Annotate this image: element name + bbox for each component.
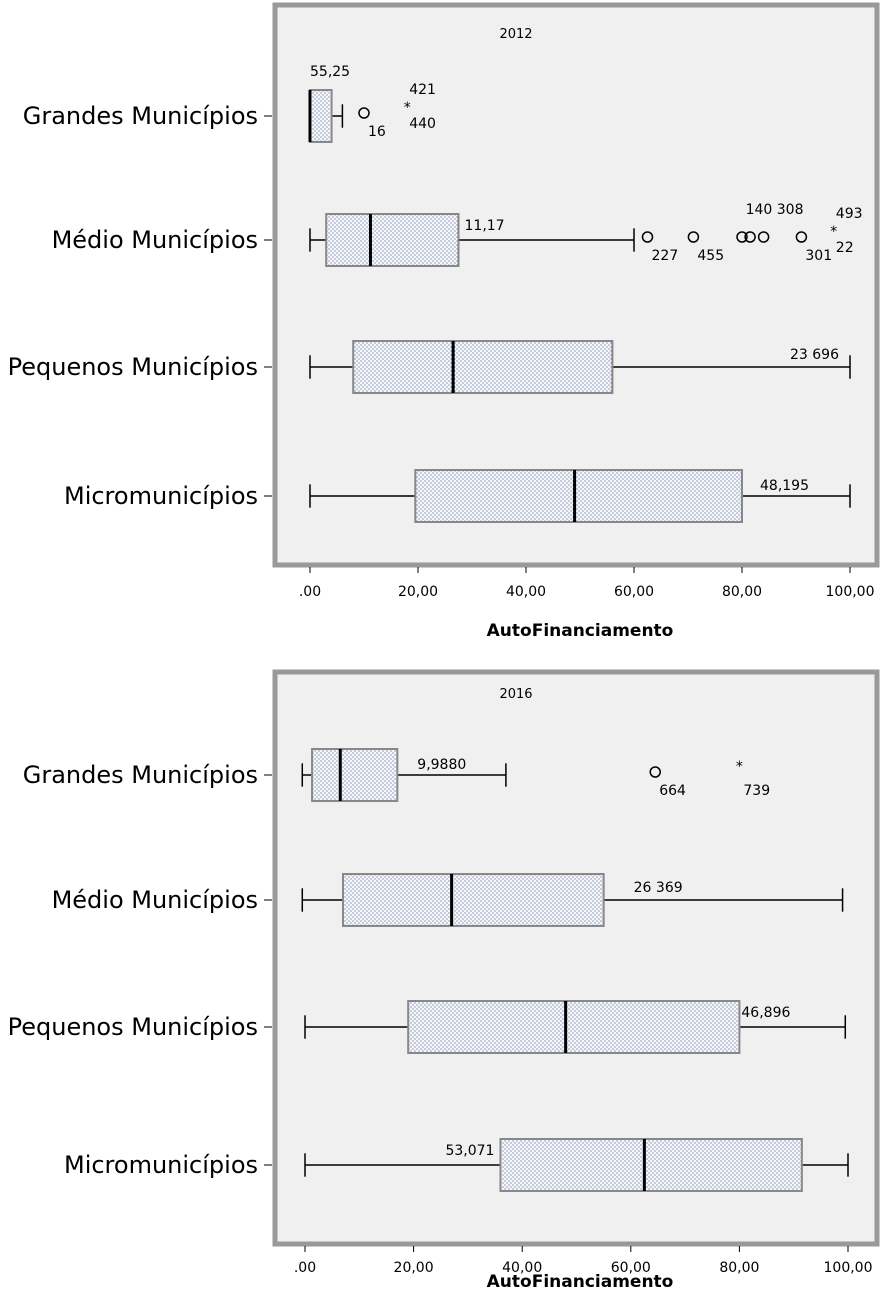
box-iqr bbox=[342, 873, 605, 927]
category-label: Médio Municípios bbox=[52, 226, 258, 254]
x-tick-label: 40,00 bbox=[502, 1260, 542, 1276]
outlier-label: 664 bbox=[659, 783, 686, 799]
value-annotation: 46,896 bbox=[741, 1005, 790, 1021]
x-tick-label: 100,00 bbox=[826, 584, 875, 600]
x-axis-title: AutoFinanciamento bbox=[487, 1272, 674, 1292]
x-axis-title: AutoFinanciamento bbox=[487, 621, 674, 641]
category-label: Grandes Municípios bbox=[23, 102, 258, 130]
outlier-label: 301 bbox=[805, 248, 832, 264]
outlier-label: 22 bbox=[836, 240, 854, 256]
outlier-label: 455 bbox=[697, 248, 724, 264]
box-iqr bbox=[414, 469, 743, 523]
x-tick-label: 20,00 bbox=[394, 1260, 434, 1276]
outlier-label: 440 bbox=[409, 116, 436, 132]
x-tick-label: .00 bbox=[299, 584, 321, 600]
value-annotation: 55,25 bbox=[310, 64, 350, 80]
x-tick-label: 60,00 bbox=[614, 584, 654, 600]
box-iqr bbox=[309, 89, 333, 143]
box-iqr bbox=[352, 340, 614, 394]
category-label: Pequenos Municípios bbox=[8, 353, 258, 381]
category-label: Micromunicípios bbox=[64, 482, 258, 510]
value-annotation: 26 369 bbox=[634, 880, 683, 896]
outlier-label: 140 308 bbox=[746, 202, 804, 218]
box-iqr bbox=[311, 748, 399, 802]
x-tick-label: 80,00 bbox=[722, 584, 762, 600]
outlier-label: 739 bbox=[743, 783, 770, 799]
chart-title: 2012 bbox=[499, 27, 532, 42]
outlier-label: 227 bbox=[652, 248, 679, 264]
value-annotation: 53,071 bbox=[445, 1143, 494, 1159]
outlier-label: 421 bbox=[409, 82, 436, 98]
x-tick-label: .00 bbox=[294, 1260, 316, 1276]
extreme-point: * bbox=[830, 224, 837, 240]
box-iqr bbox=[325, 213, 460, 267]
x-tick-label: 80,00 bbox=[719, 1260, 759, 1276]
outlier-label: 16 bbox=[368, 124, 386, 140]
outlier-point bbox=[687, 231, 700, 243]
outlier-point bbox=[744, 231, 756, 243]
value-annotation: 23 696 bbox=[790, 347, 839, 363]
value-annotation: 9,9880 bbox=[417, 757, 466, 773]
chart-title: 2016 bbox=[499, 687, 532, 702]
outlier-point bbox=[757, 231, 770, 243]
x-tick-label: 20,00 bbox=[398, 584, 438, 600]
category-label: Micromunicípios bbox=[64, 1151, 258, 1179]
chart-panel-2016: 2016 .00 20,00 40,00 60,00 80,00 100,00 AutoFin… bbox=[8, 669, 880, 1292]
value-annotation: 11,17 bbox=[465, 218, 505, 234]
chart-panel-2012: 2012 .00 20,00 40,00 60,00 80,00 100,00 AutoFin… bbox=[8, 2, 880, 641]
x-tick-label: 40,00 bbox=[506, 584, 546, 600]
category-label: Grandes Municípios bbox=[23, 761, 258, 789]
outlier-point bbox=[358, 107, 370, 119]
x-tick-label: 100,00 bbox=[824, 1260, 873, 1276]
box-iqr bbox=[407, 1000, 741, 1054]
outlier-point bbox=[649, 766, 661, 778]
x-tick-label: 60,00 bbox=[611, 1260, 651, 1276]
category-label: Médio Municípios bbox=[52, 886, 258, 914]
outlier-point bbox=[795, 231, 808, 243]
extreme-point: * bbox=[736, 759, 743, 775]
extreme-point: * bbox=[404, 100, 411, 116]
value-annotation: 48,195 bbox=[760, 478, 809, 494]
outlier-label: 493 bbox=[836, 206, 863, 222]
category-label: Pequenos Municípios bbox=[8, 1013, 258, 1041]
outlier-point bbox=[736, 231, 748, 243]
box-iqr bbox=[499, 1138, 803, 1192]
outlier-point bbox=[641, 231, 654, 243]
